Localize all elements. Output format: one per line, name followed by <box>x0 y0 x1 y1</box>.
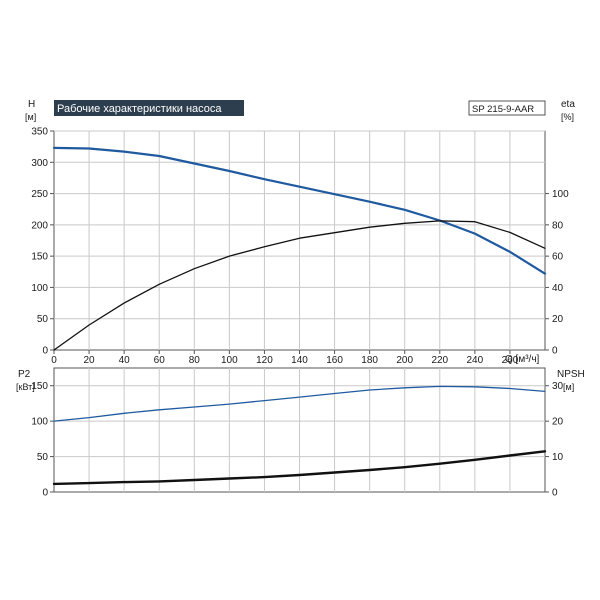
flow-tick-label: 40 <box>119 355 131 366</box>
efficiency-axis-label: eta <box>561 99 575 110</box>
top-right-tick-label: 40 <box>552 283 564 294</box>
flow-tick-label: 160 <box>326 355 343 366</box>
bottom-right-tick-label: 10 <box>552 452 564 463</box>
flow-tick-label: 120 <box>256 355 273 366</box>
top-left-tick-label: 150 <box>31 252 48 263</box>
model-label: SP 215-9-AAR <box>472 104 534 115</box>
top-series <box>52 146 547 351</box>
top-right-tick-label: 0 <box>552 346 558 357</box>
top-right-tick-label: 80 <box>552 220 564 231</box>
top-left-axis: 0 50 100 150 200 250 300 350 <box>31 127 54 357</box>
flow-tick-label: 20 <box>84 355 96 366</box>
chart-title: Рабочие характеристики насоса <box>57 103 222 115</box>
top-left-tick-label: 200 <box>31 220 48 231</box>
flow-tick-label: 220 <box>431 355 448 366</box>
top-left-tick-label: 0 <box>42 346 48 357</box>
top-x-ticks: 0 20 40 60 80 100 120 140 160 180 200 220 240 260 <box>51 350 519 366</box>
flow-tick-label: 200 <box>396 355 413 366</box>
npsh-axis-label: NPSH <box>557 369 585 380</box>
bottom-right-tick-label: 0 <box>552 488 558 499</box>
title-box <box>54 100 244 116</box>
power-axis-label: P2 <box>18 369 31 380</box>
flow-tick-label: 140 <box>291 355 308 366</box>
top-right-tick-label: 100 <box>552 189 569 200</box>
bottom-left-tick-label: 0 <box>42 488 48 499</box>
efficiency-axis-unit: [%] <box>561 112 574 122</box>
top-left-tick-label: 300 <box>31 158 48 169</box>
bottom-series <box>52 385 547 486</box>
top-series-0-line <box>52 146 547 275</box>
top-left-tick-label: 50 <box>37 314 49 325</box>
flow-tick-label: 60 <box>154 355 166 366</box>
bottom-left-tick-label: 100 <box>31 417 48 428</box>
bottom-right-tick-label: 30 <box>552 381 564 392</box>
top-series-1-line <box>53 220 546 351</box>
bottom-left-tick-label: 50 <box>37 452 49 463</box>
top-left-tick-label: 100 <box>31 283 48 294</box>
power-npsh-panel: 0 50 100 150 0 10 20 30 P2 [кВт] NPSH [м] <box>16 367 585 499</box>
bottom-left-axis: 0 50 100 150 <box>31 381 54 499</box>
npsh-axis-unit: [м] <box>563 382 574 392</box>
bottom-left-tick-label: 150 <box>31 381 48 392</box>
top-right-tick-label: 20 <box>552 314 564 325</box>
top-right-tick-label: 60 <box>552 252 564 263</box>
head-axis-unit: [м] <box>25 112 36 122</box>
top-left-tick-label: 350 <box>31 127 48 138</box>
bottom-right-tick-label: 20 <box>552 417 564 428</box>
flow-tick-label: 240 <box>467 355 484 366</box>
model-box <box>468 100 546 116</box>
flow-axis-label: Q [м³/ч] <box>505 354 540 365</box>
flow-tick-label: 0 <box>51 355 57 366</box>
top-left-tick-label: 250 <box>31 189 48 200</box>
flow-tick-label: 80 <box>189 355 201 366</box>
bottom-series-0-line <box>53 385 546 422</box>
top-grid <box>54 130 545 350</box>
power-axis-unit: [кВт] <box>16 382 35 392</box>
top-right-axis: 0 20 40 60 80 100 <box>545 189 569 357</box>
flow-tick-label: 180 <box>361 355 378 366</box>
bottom-series-1-line <box>52 450 547 486</box>
flow-tick-label: 100 <box>221 355 238 366</box>
bottom-grid <box>54 368 545 492</box>
head-axis-label: H <box>28 99 35 110</box>
bottom-right-axis: 0 10 20 30 <box>545 381 564 499</box>
head-efficiency-panel: 0 20 40 60 80 100 120 140 160 180 200 220 240 260 050… <box>25 99 575 366</box>
flow-tick-label: 260 <box>502 355 519 366</box>
